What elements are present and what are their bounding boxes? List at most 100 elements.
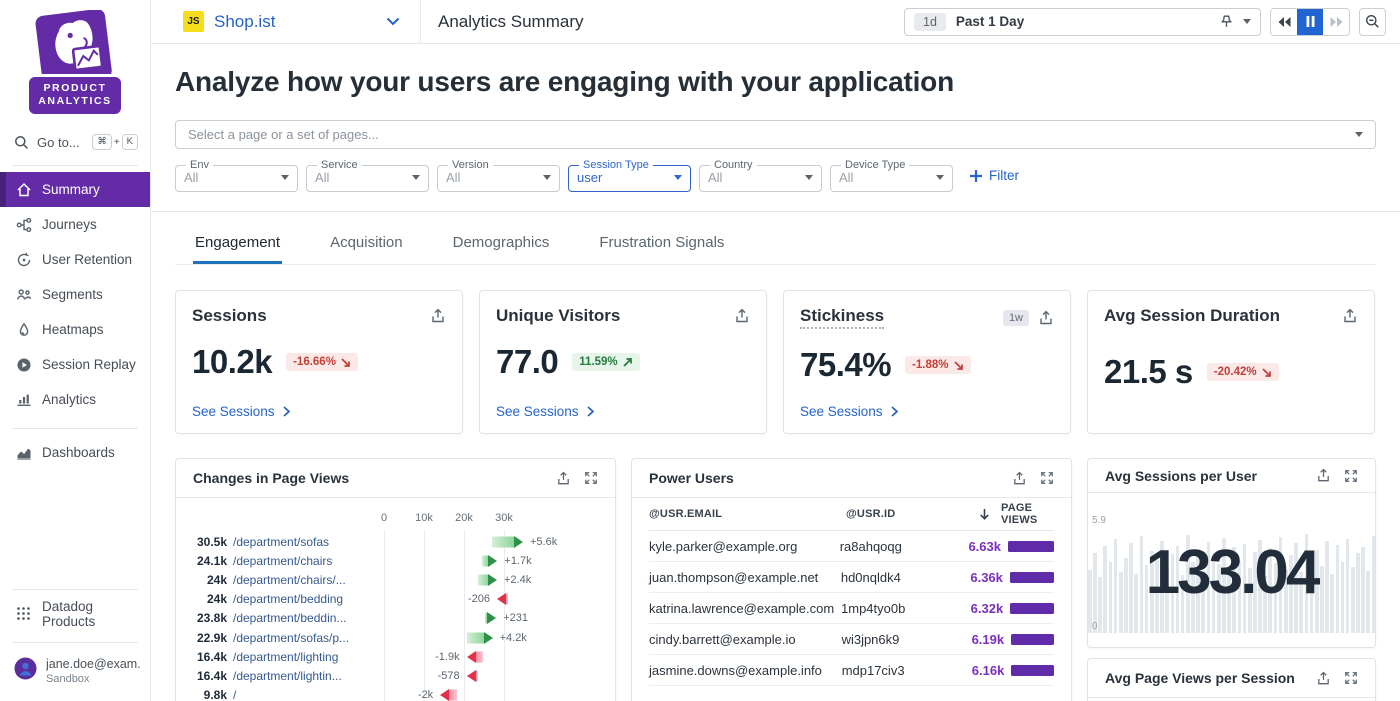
export-icon[interactable] — [430, 308, 446, 324]
row-page-link[interactable]: /department/sofas — [233, 535, 401, 549]
see-sessions-link[interactable]: See Sessions — [192, 404, 290, 419]
row-plot: -2k — [401, 686, 598, 701]
sidebar-item-dashboards[interactable]: Dashboards — [0, 435, 150, 470]
filter-value: All — [446, 170, 460, 185]
page-select-input[interactable]: Select a page or a set of pages... — [175, 120, 1376, 149]
row-page-link[interactable]: /department/lightin... — [233, 669, 401, 683]
export-icon[interactable] — [1012, 471, 1027, 486]
zoom-out-button[interactable] — [1359, 8, 1386, 36]
avatar — [14, 657, 37, 680]
export-icon[interactable] — [1316, 468, 1331, 483]
row-page-link[interactable]: /department/beddin... — [233, 611, 401, 625]
expand-icon[interactable] — [1040, 471, 1054, 485]
dashboards-icon — [15, 445, 32, 461]
filter-version[interactable]: Version All — [437, 159, 560, 192]
change-label: -1.9k — [435, 651, 459, 663]
export-icon[interactable] — [556, 471, 571, 486]
journeys-icon — [15, 217, 32, 233]
metric-value: 77.0 — [496, 343, 558, 381]
sidebar-item-datadog-products[interactable]: Datadog Products — [0, 596, 150, 631]
sidebar-item-user-retention[interactable]: User Retention — [0, 242, 150, 277]
widgets-row: Changes in Page Views 0 10k 20k 30k — [175, 458, 1376, 701]
user-account[interactable]: jane.doe@exam... Sandbox — [0, 649, 150, 695]
filter-service[interactable]: Service All — [306, 159, 429, 192]
export-icon[interactable] — [1038, 310, 1054, 326]
filter-session-type[interactable]: Session Type user — [568, 159, 691, 192]
column-header-sorted[interactable]: PAGE VIEWS — [979, 502, 1054, 526]
time-range-badge: 1d — [914, 13, 946, 31]
chart-row: 9.8k/-2k — [193, 686, 598, 701]
pin-icon[interactable] — [1220, 15, 1233, 28]
chevron-down-icon — [674, 175, 682, 180]
logo-banner: PRODUCT ANALYTICS — [26, 74, 124, 117]
filter-env[interactable]: Env All — [175, 159, 298, 192]
change-label: +4.2k — [500, 632, 527, 644]
sidebar-item-label: Session Replay — [42, 357, 136, 372]
arrow-right-icon — [488, 555, 497, 567]
expand-icon[interactable] — [1344, 469, 1358, 483]
page-views-value: 6.19k — [972, 632, 1005, 647]
sidebar-item-segments[interactable]: Segments — [0, 277, 150, 312]
stickiness-card: Stickiness 1w 75.4% -1.88% See Sessions — [783, 290, 1071, 434]
row-page-link[interactable]: /department/bedding — [233, 592, 401, 606]
sidebar-item-analytics[interactable]: Analytics — [0, 382, 150, 417]
filter-country[interactable]: Country All — [699, 159, 822, 192]
y-max-label: 5.9 — [1092, 515, 1106, 526]
grid-icon — [15, 606, 32, 621]
trend-badge: -20.42% — [1207, 363, 1279, 381]
arrow-left-icon — [467, 651, 476, 663]
column-header-label: PAGE VIEWS — [1001, 502, 1054, 526]
sidebar-item-session-replay[interactable]: Session Replay — [0, 347, 150, 382]
column-header[interactable]: @USR.ID — [846, 508, 979, 520]
pause-button[interactable] — [1297, 9, 1323, 35]
app-selector-dropdown[interactable]: JS Shop.ist — [151, 0, 420, 43]
column-header[interactable]: @USR.EMAIL — [649, 508, 846, 520]
export-icon[interactable] — [1342, 308, 1358, 324]
goto-search[interactable]: Go to... ⌘ + K — [14, 130, 138, 154]
see-sessions-link[interactable]: See Sessions — [800, 404, 898, 419]
tab-strip: Engagement Acquisition Demographics Frus… — [175, 228, 1376, 265]
see-sessions-link[interactable]: See Sessions — [496, 404, 594, 419]
change-bar — [478, 574, 488, 585]
time-range-picker[interactable]: 1d Past 1 Day — [904, 8, 1261, 36]
sort-desc-icon — [979, 508, 990, 520]
table-row[interactable]: juan.thompson@example.net hd0nqldk4 6.36… — [649, 562, 1054, 593]
trend-down-icon — [1261, 367, 1272, 378]
user-id-cell: 1mp4tyo0b — [841, 601, 971, 616]
chevron-down-icon[interactable] — [1243, 19, 1251, 24]
row-page-link[interactable]: / — [233, 688, 401, 701]
export-icon[interactable] — [734, 308, 750, 324]
sidebar-item-label: Analytics — [42, 392, 96, 407]
tab-demographics[interactable]: Demographics — [451, 228, 552, 264]
table-row[interactable]: jasmine.downs@example.info mdp17civ3 6.1… — [649, 655, 1054, 686]
tab-engagement[interactable]: Engagement — [193, 228, 282, 264]
filter-device-type[interactable]: Device Type All — [830, 159, 953, 192]
expand-icon[interactable] — [1344, 671, 1358, 685]
row-page-link[interactable]: /department/lighting — [233, 650, 401, 664]
row-page-link[interactable]: /department/chairs — [233, 554, 401, 568]
analytics-icon — [15, 392, 32, 408]
fast-forward-button[interactable] — [1323, 9, 1349, 35]
row-plot: -1.9k — [401, 647, 598, 666]
table-row[interactable]: katrina.lawrence@example.com 1mp4tyo0b 6… — [649, 593, 1054, 624]
row-page-link[interactable]: /department/sofas/p... — [233, 631, 401, 645]
export-icon[interactable] — [1316, 671, 1331, 686]
page-views-value: 6.36k — [970, 570, 1003, 585]
arrow-left-icon — [467, 670, 476, 682]
table-row[interactable]: kyle.parker@example.org ra8ahqoqg 6.63k — [649, 531, 1054, 562]
content-divider — [151, 211, 1400, 212]
filter-value: All — [315, 170, 329, 185]
sidebar-item-journeys[interactable]: Journeys — [0, 207, 150, 242]
expand-icon[interactable] — [584, 471, 598, 485]
goto-shortcut: ⌘ + K — [92, 134, 138, 150]
sidebar-item-heatmaps[interactable]: Heatmaps — [0, 312, 150, 347]
sidebar-item-label: Summary — [42, 182, 100, 197]
rewind-button[interactable] — [1271, 9, 1297, 35]
row-page-link[interactable]: /department/chairs/... — [233, 573, 401, 587]
tab-acquisition[interactable]: Acquisition — [328, 228, 405, 264]
add-filter-button[interactable]: Filter — [969, 168, 1019, 183]
change-bar — [492, 536, 514, 547]
table-row[interactable]: cindy.barrett@example.io wi3jpn6k9 6.19k — [649, 624, 1054, 655]
sidebar-item-summary[interactable]: Summary — [0, 172, 150, 207]
tab-frustration-signals[interactable]: Frustration Signals — [597, 228, 726, 264]
